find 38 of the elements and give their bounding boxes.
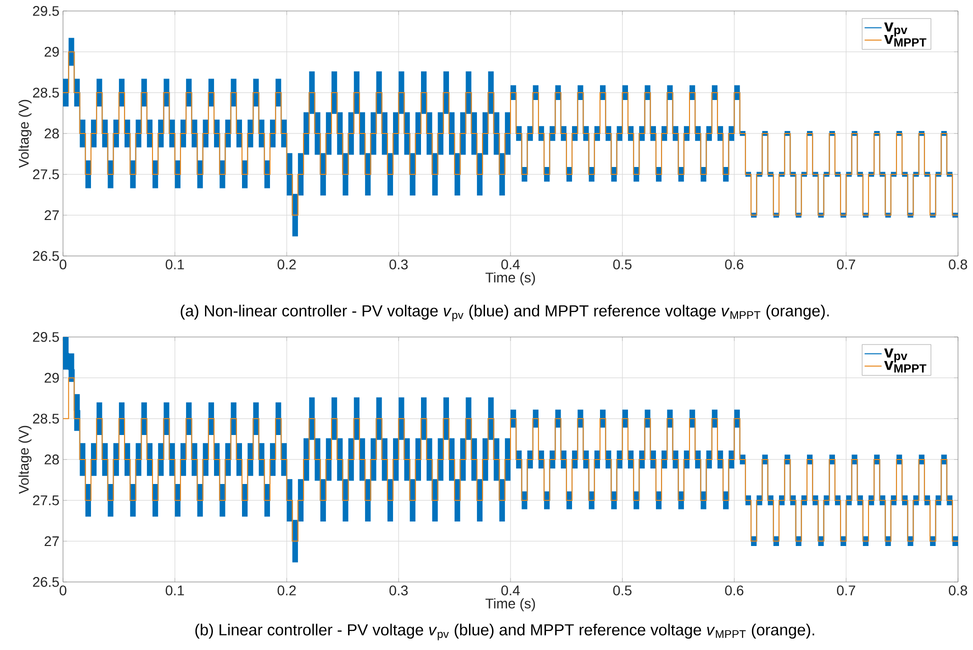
y-tick-label: 29.5 xyxy=(33,6,59,16)
y-tick-label: 26.5 xyxy=(33,577,59,587)
y-tick-label: 28.5 xyxy=(33,414,59,424)
y-tick-label: 27 xyxy=(44,210,59,220)
x-tick-label: 0.7 xyxy=(836,585,856,596)
x-tick-label: 0.7 xyxy=(836,259,856,270)
x-axis-title: Time (s) xyxy=(486,272,535,286)
x-tick-label: 0.8 xyxy=(948,585,968,596)
x-tick-label: 0.6 xyxy=(725,585,744,596)
x-tick-label: 0 xyxy=(60,259,66,270)
x-tick-label: 0.4 xyxy=(501,585,520,596)
y-tick-label: 27.5 xyxy=(33,495,59,506)
y-tick-label: 28.5 xyxy=(33,88,59,98)
text: (b) Linear controller - PV voltage v$_{pv}$ (blue) and MPPT reference voltage v$_{MPPT}$ (orange). xyxy=(195,624,814,640)
y-tick-label: 29.5 xyxy=(33,332,59,342)
y-tick-label: 29 xyxy=(44,46,59,57)
x-tick-label: 0.6 xyxy=(725,259,744,270)
x-tick-label: 0.3 xyxy=(389,259,408,270)
x-tick-label: 0 xyxy=(60,585,66,596)
y-tick-label: 26.5 xyxy=(33,251,59,261)
text: (a) Non-linear controller - PV voltage v$_{pv}$ (blue) and MPPT reference voltage v$_{MPPT}$ (orange). xyxy=(180,304,829,322)
y-tick-label: 28 xyxy=(44,454,59,464)
x-tick-label: 0.8 xyxy=(948,259,968,270)
x-tick-label: 0.2 xyxy=(278,259,296,270)
x-tick-label: 0.5 xyxy=(613,585,632,596)
x-axis-title: Time (s) xyxy=(486,598,535,612)
x-tick-label: 0.4 xyxy=(501,259,520,270)
y-tick-label: 29 xyxy=(44,372,59,383)
x-tick-label: 0.5 xyxy=(613,259,632,270)
y-axis-title: Voltage (V) xyxy=(18,100,32,168)
y-tick-label: 27 xyxy=(44,536,59,546)
x-tick-label: 0.1 xyxy=(166,585,184,596)
x-tick-label: 0.2 xyxy=(278,585,296,596)
y-tick-label: 28 xyxy=(44,128,59,138)
y-axis-title: Voltage (V) xyxy=(18,426,32,494)
y-tick-label: 27.5 xyxy=(33,169,59,180)
x-tick-label: 0.1 xyxy=(166,259,184,270)
x-tick-label: 0.3 xyxy=(389,585,408,596)
